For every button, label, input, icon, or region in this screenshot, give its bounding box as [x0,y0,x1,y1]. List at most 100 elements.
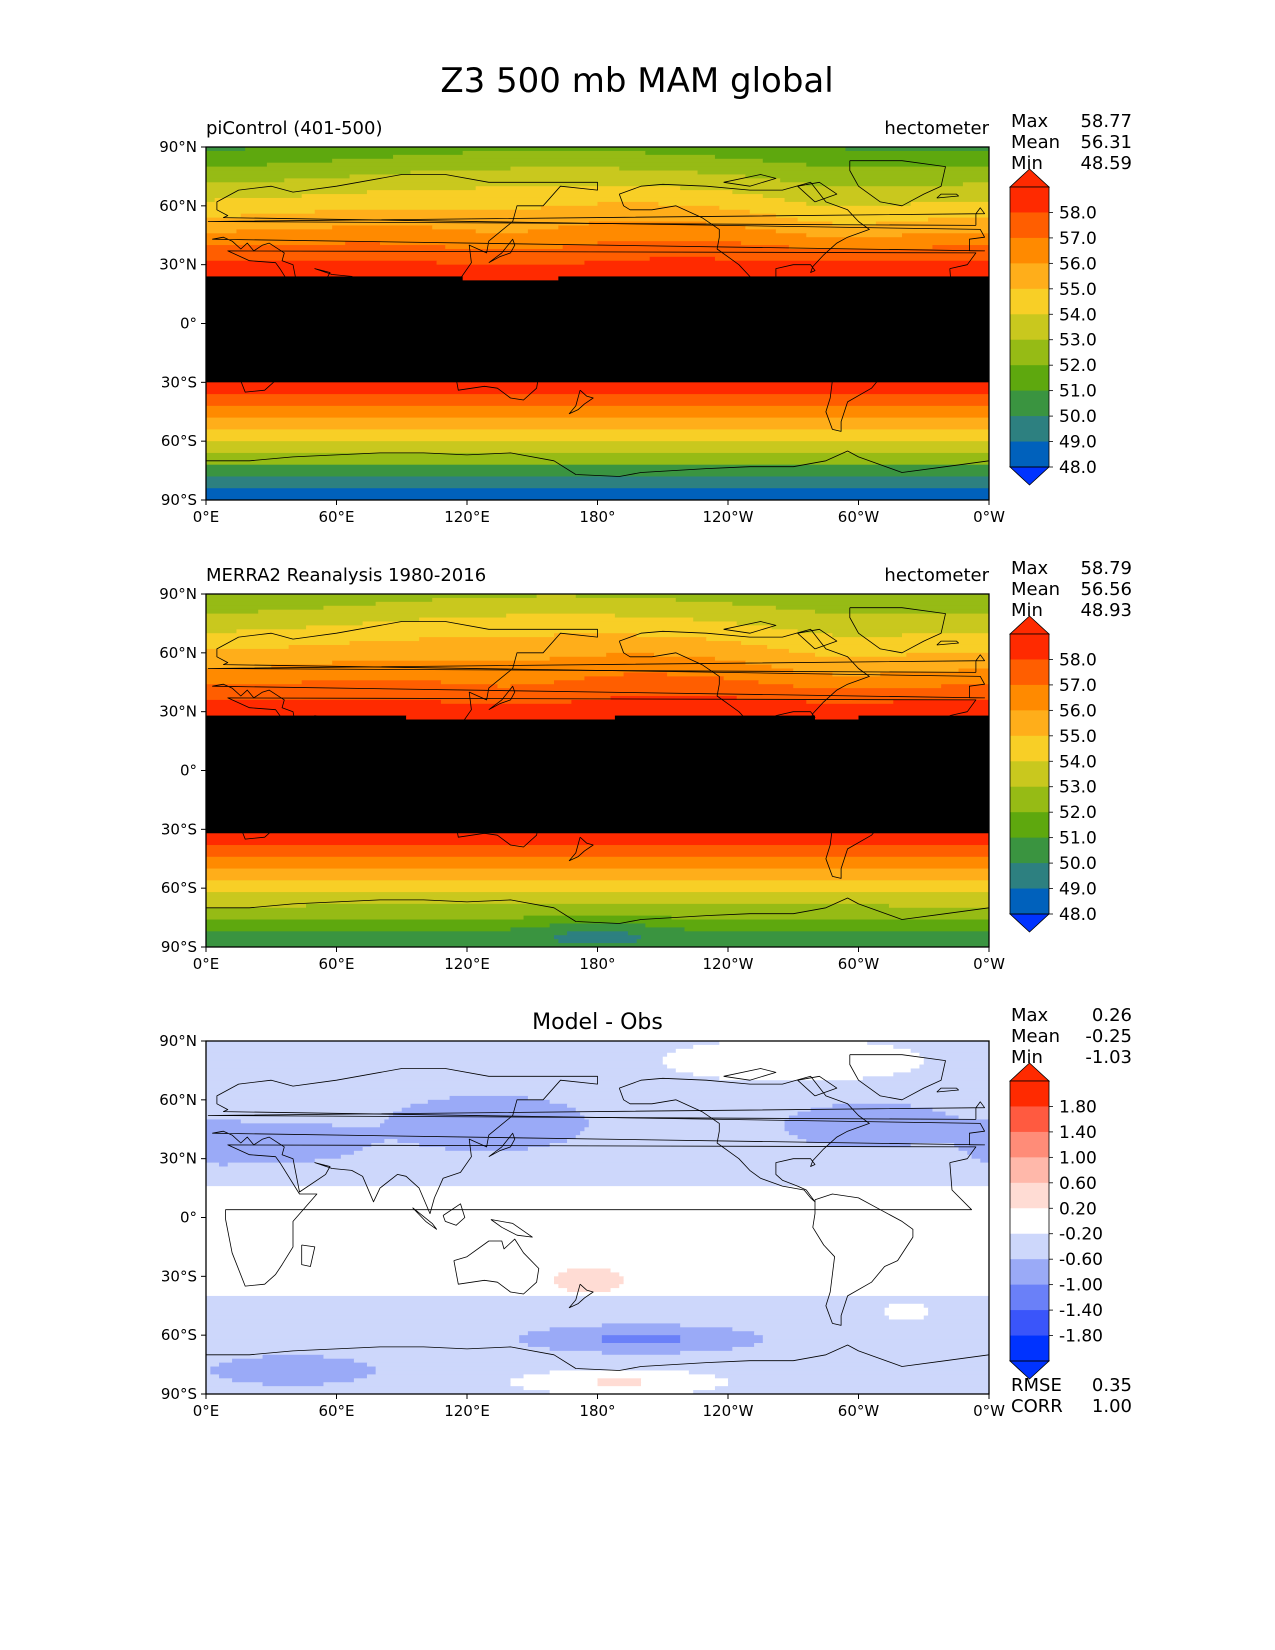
map-panel-picontrol: 0°E 60°E 120°E 180° 120°W 60°W 0°W 90°N 60°N 30°N… [159,111,1132,526]
colorbar-segment [1010,735,1049,762]
colorbar-tick-label: 51.0 [1059,829,1097,849]
y-tick-label: 30°N [159,703,197,721]
x-tick-label: 180° [579,508,615,526]
stat-label-mean: Mean [1011,1026,1060,1047]
map-panel-diff: 0°E 60°E 120°E 180° 120°W 60°W 0°W 90°N 60°N 30°N… [159,1005,1132,1420]
y-tick-label: 60°N [159,197,197,215]
colorbar-under-extension [1008,466,1051,486]
metric-value: 1.00 [1092,1396,1132,1417]
colorbar-segment [1010,634,1049,660]
panel-title: piControl (401-500) [206,118,382,139]
y-tick-label: 30°N [159,1150,197,1168]
y-tick-label: 90°S [161,1385,197,1403]
colorbar-tick-label: -0.20 [1059,1225,1103,1245]
y-tick-label: 0° [180,315,197,333]
units-label: hectometer [884,565,989,586]
colorbar-tick-label: 56.0 [1059,254,1097,274]
x-tick-label: 0°W [973,955,1005,973]
colorbar-under-extension [1008,913,1051,933]
y-tick-label: 60°N [159,1091,197,1109]
y-tick-label: 90°S [161,491,197,509]
colorbar-segment [1010,441,1049,468]
stat-value-mean: 56.56 [1080,579,1132,600]
colorbar-tick-label: 52.0 [1059,356,1097,376]
y-tick-label: 90°N [159,585,197,603]
stats-block: Max 0.26 Mean -0.25 Min -1.03 [1011,1005,1132,1068]
colorbar-tick-label: 55.0 [1059,280,1097,300]
colorbar-tick-label: -1.40 [1059,1301,1103,1321]
y-tick-label: 60°S [161,879,197,897]
y-tick-label: 90°N [159,138,197,156]
x-tick-label: 60°E [318,955,354,973]
colorbar-segment [1010,263,1049,290]
x-tick-label: 120°W [703,1402,754,1420]
x-tick-label: 0°E [193,508,220,526]
stat-label-mean: Mean [1011,579,1060,600]
colorbar-tick-label: 1.80 [1059,1097,1097,1117]
colorbar-segment [1010,1233,1049,1260]
metric-label: CORR [1011,1396,1063,1417]
filled-contours [206,594,989,947]
colorbar-tick-label: 1.40 [1059,1123,1097,1143]
colorbar-tick-label: 50.0 [1059,407,1097,427]
colorbar-segment [1010,187,1049,213]
colorbar-tick-label: 53.0 [1059,778,1097,798]
x-tick-label: 120°W [703,508,754,526]
y-tick-label: 90°N [159,1032,197,1050]
x-tick-label: 60°E [318,1402,354,1420]
x-tick-label: 0°W [973,1402,1005,1420]
colorbar-segment [1010,710,1049,737]
y-tick-label: 60°S [161,1326,197,1344]
colorbar-segment [1010,863,1049,890]
colorbar-tick-label: 49.0 [1059,433,1097,453]
y-tick-label: 30°S [161,1267,197,1285]
coastlines [206,160,989,477]
colorbar-segment [1010,212,1049,239]
x-tick-label: 120°W [703,955,754,973]
metric-value: 0.35 [1092,1375,1132,1396]
colorbar-segment [1010,812,1049,839]
colorbar-tick-label: 54.0 [1059,305,1097,325]
x-tick-label: 180° [579,1402,615,1420]
colorbar: 58.0 57.0 56.0 55.0 54.0 53.0 52.0 51.0 50.0 49.0… [1008,615,1097,933]
stat-label-min: Min [1011,153,1043,174]
colorbar-segment [1010,1335,1049,1362]
colorbar-tick-label: 48.0 [1059,458,1097,478]
stat-value-min: -1.03 [1085,1047,1132,1068]
stats-block: Max 58.79 Mean 56.56 Min 48.93 [1011,558,1132,621]
stat-label-min: Min [1011,600,1043,621]
coastlines [206,1054,989,1371]
x-tick-label: 60°W [838,1402,880,1420]
colorbar-segment [1010,416,1049,443]
colorbar-segment [1010,1081,1049,1107]
colorbar-segment [1010,1182,1049,1209]
colorbar-segment [1010,1131,1049,1158]
y-tick-label: 90°S [161,938,197,956]
x-tick-label: 0°E [193,955,220,973]
map-panel-merra2: 0°E 60°E 120°E 180° 120°W 60°W 0°W 90°N 60°N 30°N… [159,558,1132,973]
filled-contours [206,147,989,500]
colorbar-segment [1010,365,1049,392]
x-tick-label: 180° [579,955,615,973]
colorbar-tick-label: 48.0 [1059,905,1097,925]
colorbar-segment [1010,237,1049,264]
colorbar-segment [1010,837,1049,864]
colorbar-tick-label: 51.0 [1059,382,1097,402]
colorbar-tick-label: 57.0 [1059,676,1097,696]
stat-label-min: Min [1011,1047,1043,1068]
stat-value-max: 58.79 [1080,558,1132,579]
figure-title: Z3 500 mb MAM global [440,61,833,101]
x-tick-label: 60°E [318,508,354,526]
colorbar: 58.0 57.0 56.0 55.0 54.0 53.0 52.0 51.0 50.0 49.0… [1008,168,1097,486]
stat-value-max: 58.77 [1080,111,1132,132]
stat-label-max: Max [1011,111,1049,132]
metrics-block: RMSE 0.35 CORR 1.00 [1011,1375,1132,1417]
y-tick-label: 60°N [159,644,197,662]
colorbar-segment [1010,390,1049,417]
stat-label-max: Max [1011,558,1049,579]
colorbar-tick-label: 56.0 [1059,701,1097,721]
stat-value-mean: 56.31 [1080,132,1132,153]
colorbar-segment [1010,761,1049,788]
x-tick-label: 120°E [444,1402,490,1420]
stat-value-min: 48.59 [1080,153,1132,174]
